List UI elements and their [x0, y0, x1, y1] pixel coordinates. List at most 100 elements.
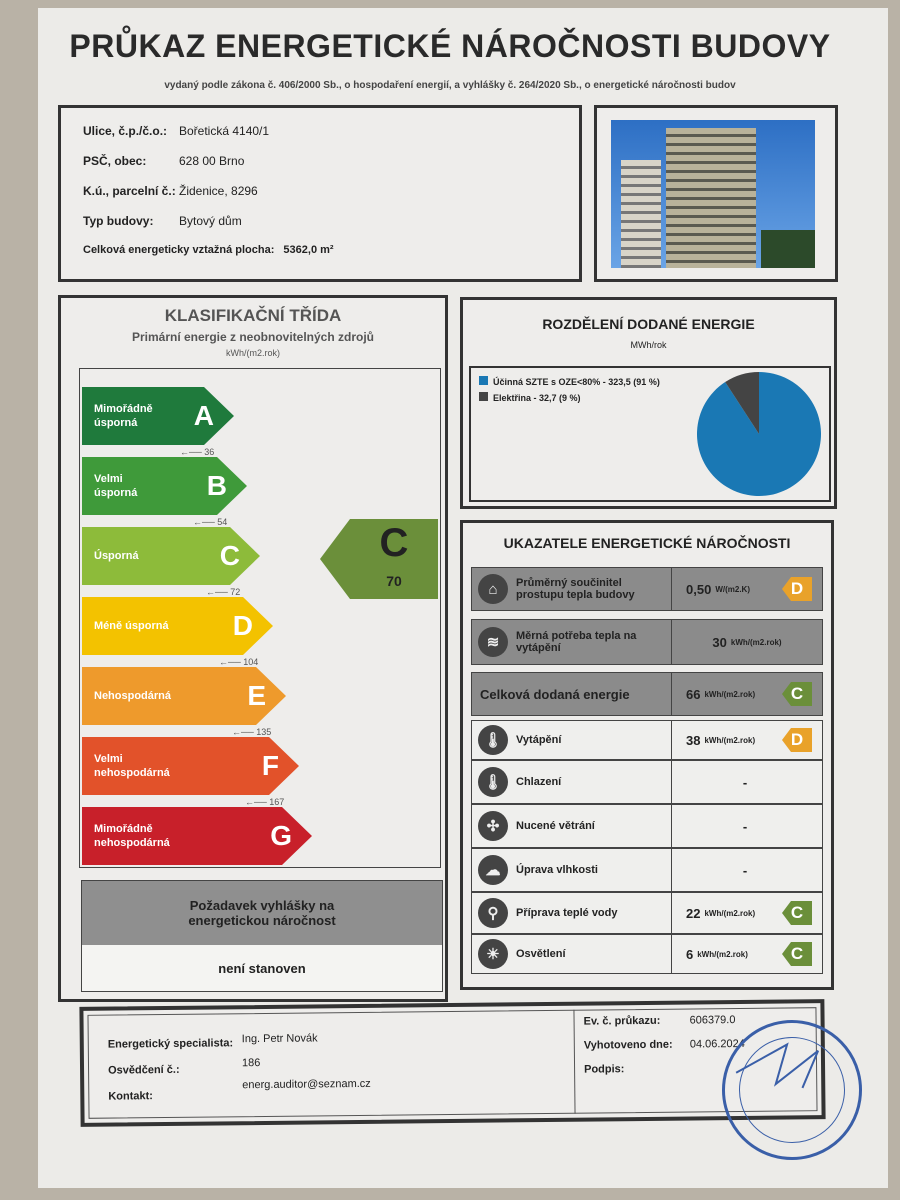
- humidity-icon: ☁: [478, 855, 508, 885]
- page-title: PRŮKAZ ENERGETICKÉ NÁROČNOSTI BUDOVY: [69, 28, 831, 64]
- info-row: Ulice, č.p./č.o.: Bořetická 4140/1: [83, 124, 269, 138]
- class-scale: Mimořádně úsporná A Velmi úsporná B Úsporná C…: [79, 368, 441, 868]
- requirement-value: není stanoven: [218, 961, 306, 976]
- info-row: PSČ, obec: 628 00 Brno: [83, 154, 244, 168]
- indicator-row: 🌡 Vytápění 38 kWh/(m2.rok) D: [471, 720, 823, 760]
- classification-unit: kWh/(m2.rok): [226, 348, 280, 358]
- class-letter: E: [247, 680, 266, 711]
- classification-title: KLASIFIKAČNÍ TŘÍDA: [164, 306, 342, 325]
- class-arrow-a: Mimořádně úsporná A: [82, 387, 234, 445]
- class-arrow-f: Velmi nehospodárná F: [82, 737, 299, 795]
- indicator-value: -: [742, 818, 748, 834]
- indicator-label: Měrná potřeba tepla na vytápění: [516, 630, 637, 654]
- legend-swatch: [479, 392, 488, 401]
- class-arrow-e: Nehospodárná E: [82, 667, 286, 725]
- indicator-label: Vytápění: [516, 734, 562, 746]
- indicator-label: Celková dodaná energie: [480, 686, 630, 702]
- indicator-row: ☁ Úprava vlhkosti -: [471, 848, 823, 892]
- info-value: Židenice, 8296: [179, 184, 258, 198]
- ev-label: Ev. č. průkazu:: [583, 1014, 661, 1028]
- indicator-unit: W/(m2.K): [715, 584, 750, 594]
- legend-item: Účinná SZTE s OZE<80% - 323,5 (91 %): [479, 374, 660, 390]
- indicator-value: 30: [712, 634, 727, 650]
- house-icon: ⌂: [478, 574, 508, 604]
- indicators-panel: UKAZATELE ENERGETICKÉ NÁROČNOSTI ⌂ Průměr…: [460, 520, 834, 990]
- class-letter: G: [270, 820, 292, 851]
- class-arrow-g: Mimořádně nehospodárná G: [82, 807, 312, 865]
- indicator-label: Nucené větrání: [516, 820, 595, 832]
- indicator-row: ⚲ Příprava teplé vody 22 kWh/(m2.rok) C: [471, 892, 823, 934]
- fan-icon: ✣: [478, 811, 508, 841]
- class-letter: C: [219, 540, 240, 571]
- class-letter: F: [261, 750, 279, 781]
- indicator-row: 🌡 Chlazení -: [471, 760, 823, 804]
- class-label: Velmi nehospodárná: [94, 753, 170, 779]
- bulb-icon: ☀: [478, 939, 508, 969]
- indicator-value: 22: [686, 905, 701, 921]
- info-label: K.ú., parcelní č.:: [83, 184, 176, 198]
- cert-label: Osvědčení č.:: [107, 1063, 180, 1077]
- page-subtitle: vydaný podle zákona č. 406/2000 Sb., o h…: [164, 80, 736, 91]
- indicator-row: ≋ Měrná potřeba tepla na vytápění 30 kWh/(m…: [471, 619, 823, 665]
- cert-number: 186: [241, 1057, 261, 1070]
- class-label: Úsporná: [94, 550, 139, 562]
- indicator-value: -: [742, 862, 748, 878]
- indicator-label: Průměrný součinitel prostupu tepla budov…: [516, 577, 635, 601]
- auditor-stamp: [696, 994, 888, 1186]
- class-threshold: ←── 54: [193, 517, 228, 527]
- contact-email[interactable]: energ.auditor@seznam.cz: [242, 1077, 371, 1092]
- classification-subtitle: Primární energie z neobnovitelných zdroj…: [131, 330, 375, 344]
- info-label: PSČ, obec:: [83, 154, 147, 168]
- classification-panel: KLASIFIKAČNÍ TŘÍDA Primární energie z ne…: [58, 295, 448, 1002]
- indicator-label: Chlazení: [516, 776, 562, 788]
- indicator-unit: kWh/(m2.rok): [704, 908, 756, 918]
- specialist-label: Energetický specialista:: [107, 1037, 234, 1051]
- class-label: Mimořádně úsporná: [94, 403, 153, 429]
- info-label: Typ budovy:: [83, 214, 154, 228]
- class-threshold: ←── 135: [232, 727, 272, 737]
- class-threshold: ←── 72: [206, 587, 241, 597]
- info-value: Bořetická 4140/1: [179, 124, 270, 138]
- indicator-unit: kWh/(m2.rok): [704, 735, 756, 745]
- info-value: 628 00 Brno: [179, 154, 245, 168]
- class-letter: D: [232, 610, 253, 641]
- legend-swatch: [479, 376, 488, 385]
- indicator-value: 6: [686, 946, 694, 962]
- class-badge: D: [782, 577, 812, 601]
- indicator-value: 66: [686, 686, 701, 702]
- heating-icon: 🌡: [478, 725, 508, 755]
- pie-slice: [725, 372, 759, 434]
- indicator-label: Osvětlení: [516, 948, 566, 960]
- class-badge: C: [782, 942, 812, 966]
- heat-demand-icon: ≋: [478, 627, 508, 657]
- current-class-value: 70: [386, 573, 402, 589]
- indicator-row: ✣ Nucené větrání -: [471, 804, 823, 848]
- contact-label: Kontakt:: [108, 1090, 154, 1103]
- info-row: K.ú., parcelní č.: Židenice, 8296: [83, 184, 258, 198]
- requirement-box: Požadavek vyhlášky na energetickou nároč…: [81, 880, 443, 992]
- chart-title: ROZDĚLENÍ DODANÉ ENERGIE: [542, 316, 755, 332]
- indicator-label: Úprava vlhkosti: [516, 864, 598, 876]
- indicator-value: -: [742, 774, 748, 790]
- indicator-unit: kWh/(m2.rok): [730, 637, 782, 647]
- class-label: Velmi úsporná: [94, 473, 138, 499]
- date-label: Vyhotoveno dne:: [583, 1038, 673, 1052]
- info-label: Ulice, č.p./č.o.:: [83, 124, 168, 138]
- chart-unit: MWh/rok: [630, 340, 667, 350]
- signature-label: Podpis:: [584, 1063, 625, 1076]
- info-value: Bytový dům: [179, 214, 242, 228]
- class-arrow-c: Úsporná C: [82, 527, 260, 585]
- indicator-row: Celková dodaná energie 66 kWh/(m2.rok) C: [471, 672, 823, 716]
- legend-item: Elektřina - 32,7 (9 %): [479, 390, 660, 406]
- class-letter: A: [193, 400, 214, 431]
- class-label: Nehospodárná: [94, 690, 172, 702]
- chart-legend: Účinná SZTE s OZE<80% - 323,5 (91 %) Elek…: [479, 374, 660, 406]
- energy-split-panel: ROZDĚLENÍ DODANÉ ENERGIE MWh/rok Účinná …: [460, 297, 837, 509]
- current-class-indicator: C 70: [320, 519, 438, 599]
- current-class-letter: C: [379, 521, 409, 565]
- class-label: Mimořádně nehospodárná: [94, 823, 170, 849]
- pie-chart: [697, 372, 821, 496]
- building-info: Ulice, č.p./č.o.: Bořetická 4140/1 PSČ, ob…: [58, 105, 582, 282]
- indicator-unit: kWh/(m2.rok): [697, 949, 748, 959]
- area-value: 5362,0 m²: [283, 244, 334, 256]
